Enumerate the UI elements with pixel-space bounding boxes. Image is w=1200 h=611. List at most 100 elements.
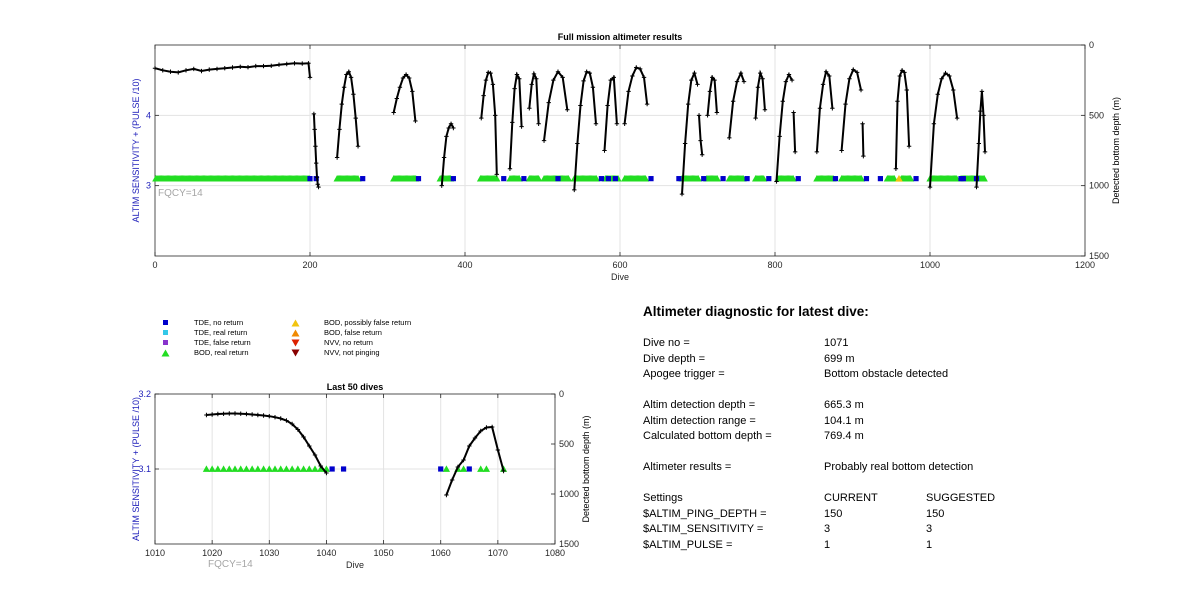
y-left-tick-label: 4 (146, 110, 151, 120)
y-left-tick-label: 3 (146, 181, 151, 191)
bottom-depth-marker (974, 184, 979, 190)
bottom-depth-marker (232, 411, 238, 416)
x-tick-label: 800 (767, 260, 782, 270)
chart-title: Full mission altimeter results (558, 32, 683, 42)
bod-real-return-marker (214, 465, 222, 472)
bottom-depth-marker (730, 99, 736, 104)
bottom-depth-marker (641, 75, 647, 80)
bod-real-return-marker (459, 465, 468, 472)
bottom-depth-marker (446, 125, 451, 131)
bottom-depth-marker (927, 184, 933, 190)
bod-real-return-marker (592, 175, 600, 182)
bottom-depth-line (929, 71, 959, 188)
bottom-depth-marker (590, 85, 596, 90)
bottom-depth-marker (267, 414, 272, 419)
bottom-depth-marker (555, 69, 561, 74)
bottom-depth-marker (339, 101, 344, 107)
bod-real-return-marker (760, 175, 768, 182)
bottom-depth-marker (791, 110, 796, 115)
setting-suggested: 3 (926, 523, 933, 535)
bottom-depth-marker (441, 155, 447, 160)
bottom-depth-line (861, 123, 865, 157)
bottom-depth-marker (292, 61, 297, 66)
bottom-depth-marker (488, 70, 493, 76)
bottom-depth-marker (501, 468, 506, 474)
bottom-depth-marker (572, 187, 577, 193)
bottom-depth-marker (698, 138, 703, 143)
bottom-depth-line (154, 62, 311, 78)
bottom-depth-line (698, 115, 704, 155)
bottom-depth-line (480, 71, 498, 175)
bottom-depth-line (206, 412, 328, 474)
bottom-depth-marker (314, 175, 320, 180)
bottom-depth-marker (605, 103, 610, 108)
apogee-trigger-label: Apogee trigger = (643, 368, 725, 380)
bottom-depth-line (975, 91, 986, 188)
bottom-depth-line (681, 70, 699, 195)
settings-label: Settings (643, 492, 683, 504)
bottom-depth-marker (334, 155, 340, 160)
bottom-depth-marker (344, 72, 349, 77)
bottom-depth-marker (762, 107, 768, 112)
bottom-depth-marker (820, 82, 826, 87)
bottom-depth-marker (467, 443, 472, 449)
apogee-trigger-value: Bottom obstacle detected (824, 368, 949, 380)
bottom-depth-marker (214, 66, 220, 72)
bottom-depth-marker (527, 106, 532, 111)
bottom-depth-marker (976, 141, 982, 146)
bod-real-return-marker (277, 465, 285, 472)
bottom-depth-marker (679, 191, 685, 197)
dive-depth-label: Dive depth = (643, 352, 706, 365)
bottom-depth-marker (227, 411, 232, 416)
tde-no-return-marker (877, 176, 883, 182)
bottom-depth-line (336, 69, 359, 158)
bottom-depth-marker (451, 125, 456, 131)
bod-real-return-marker (890, 175, 898, 182)
bottom-depth-marker (199, 68, 204, 74)
bod-real-return-marker (493, 175, 501, 182)
bottom-depth-marker (686, 101, 691, 107)
tde-no-return-marker (501, 176, 507, 182)
bottom-depth-marker (774, 179, 779, 184)
full-mission-chart: 0 200 400 600 800 1000 1200 3 4 0 500 1000 1500 Full … (131, 32, 1121, 282)
diagnostic-title: Altimeter diagnostic for latest dive: (643, 304, 869, 319)
bottom-depth-marker (827, 73, 832, 79)
bottom-depth-marker (789, 77, 795, 83)
results-value: Probably real bottom detection (824, 461, 974, 473)
bottom-depth-line (775, 72, 793, 182)
bottom-depth-marker (448, 121, 454, 126)
tde-no-return-marker (612, 176, 618, 182)
bottom-depth-marker (541, 138, 547, 143)
bod-real-return-marker (254, 465, 262, 472)
bottom-depth-marker (517, 76, 522, 81)
settings-header-row: Settings CURRENT SUGGESTED (643, 491, 1183, 507)
bottom-depth-marker (493, 113, 498, 118)
bottom-depth-marker (899, 68, 905, 73)
bod-possibly-false-marker (895, 174, 903, 182)
bottom-depth-marker (982, 149, 988, 155)
bod-real-return-marker (535, 175, 543, 182)
bottom-depth-marker (578, 103, 583, 108)
bod-real-return-marker (202, 465, 211, 472)
bottom-depth-marker (565, 107, 570, 112)
bottom-depth-marker (705, 113, 710, 118)
bottom-depth-marker (494, 172, 499, 177)
tde-no-return-marker (521, 176, 527, 182)
bottom-depth-marker (839, 148, 844, 153)
bottom-depth-line (894, 68, 911, 169)
bottom-depth-marker (529, 82, 534, 87)
bottom-depth-marker (314, 160, 319, 166)
bottom-depth-marker (472, 435, 478, 441)
bottom-depth-marker (183, 68, 189, 73)
tde-no-return-marker (307, 176, 313, 182)
bottom-depth-marker (760, 76, 765, 81)
bottom-depth-marker (204, 412, 209, 418)
bod-real-return-marker (265, 465, 273, 472)
setting-current: 150 (824, 507, 843, 520)
bottom-depth-marker (245, 65, 251, 70)
bottom-depth-marker (479, 115, 484, 121)
y-right-tick-label: 500 (559, 439, 574, 449)
altim-depth-value: 665.3 m (824, 399, 864, 411)
tde-no-return-marker (676, 176, 682, 182)
bottom-depth-marker (699, 152, 705, 157)
